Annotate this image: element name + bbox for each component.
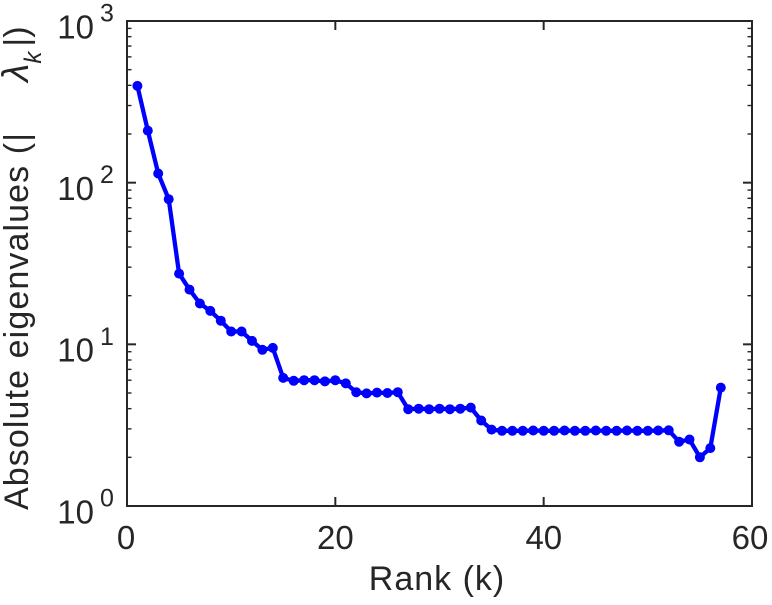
svg-text:60: 60 bbox=[732, 519, 769, 556]
svg-text:0: 0 bbox=[117, 519, 135, 556]
svg-text:10: 10 bbox=[57, 332, 94, 369]
svg-text:1: 1 bbox=[100, 323, 114, 351]
svg-text:Rank (k): Rank (k) bbox=[369, 560, 505, 598]
svg-text:10: 10 bbox=[57, 493, 94, 530]
svg-text:10: 10 bbox=[57, 8, 94, 45]
svg-text:20: 20 bbox=[317, 519, 354, 556]
svg-text:2: 2 bbox=[100, 161, 114, 189]
svg-text:40: 40 bbox=[525, 519, 562, 556]
svg-text:10: 10 bbox=[57, 170, 94, 207]
svg-text:0: 0 bbox=[100, 485, 114, 513]
svg-text:3: 3 bbox=[100, 0, 114, 28]
